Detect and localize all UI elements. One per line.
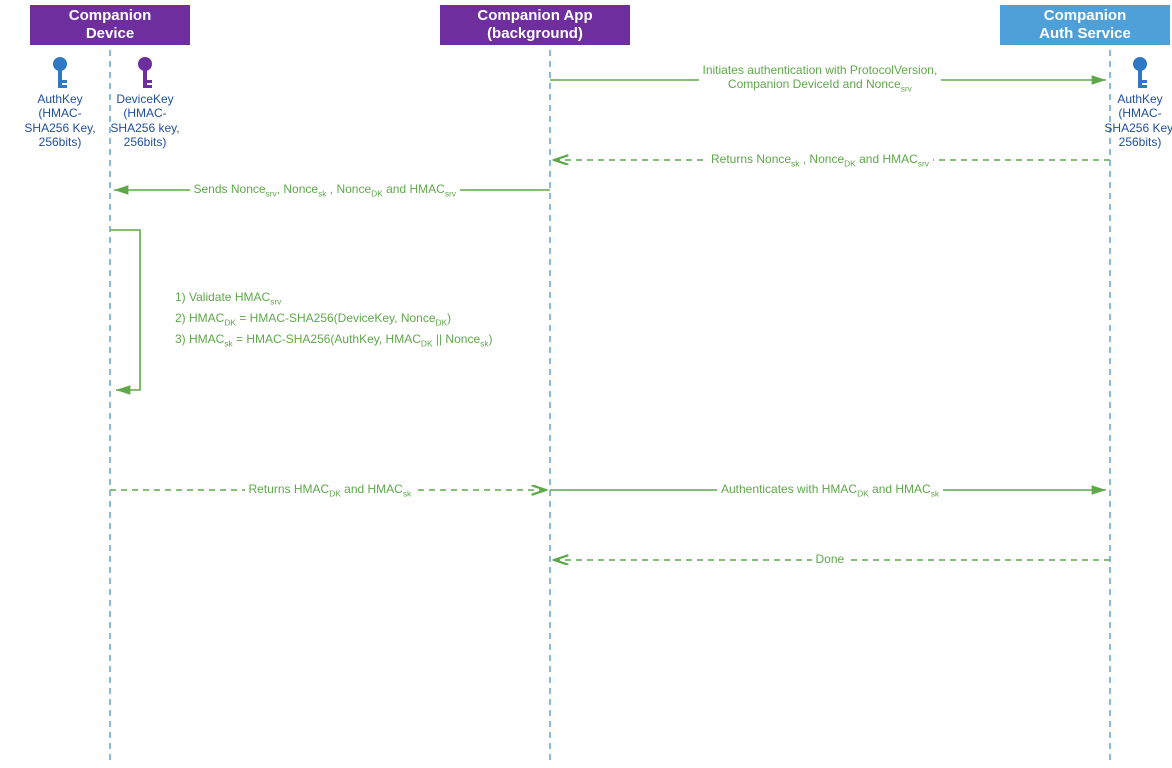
devicekey-label: DeviceKey (HMAC- SHA256 key, 256bits) bbox=[105, 92, 185, 150]
msg-m3-label: Sends Noncesrv, Noncesk , NonceDK and HM… bbox=[190, 182, 461, 198]
msg-m5-label: Authenticates with HMACDK and HMACsk bbox=[717, 482, 943, 498]
authkey-dev-label: AuthKey (HMAC- SHA256 Key, 256bits) bbox=[20, 92, 100, 150]
validation-steps: 1) Validate HMACsrv2) HMACDK = HMAC-SHA2… bbox=[175, 288, 493, 350]
msg-m1-label: Initiates authentication with ProtocolVe… bbox=[699, 63, 942, 94]
msg-m6-label: Done bbox=[812, 552, 849, 566]
self-call bbox=[110, 230, 140, 390]
msg-m2-label: Returns Noncesk , NonceDK and HMACsrv bbox=[707, 152, 933, 168]
app-hdr: Companion App(background) bbox=[440, 5, 630, 45]
device-hdr: CompanionDevice bbox=[30, 5, 190, 45]
authkey-svc-label: AuthKey (HMAC- SHA256 Key, 256bits) bbox=[1100, 92, 1172, 150]
service-hdr: CompanionAuth Service bbox=[1000, 5, 1170, 45]
msg-m4-label: Returns HMACDK and HMACsk bbox=[245, 482, 416, 498]
